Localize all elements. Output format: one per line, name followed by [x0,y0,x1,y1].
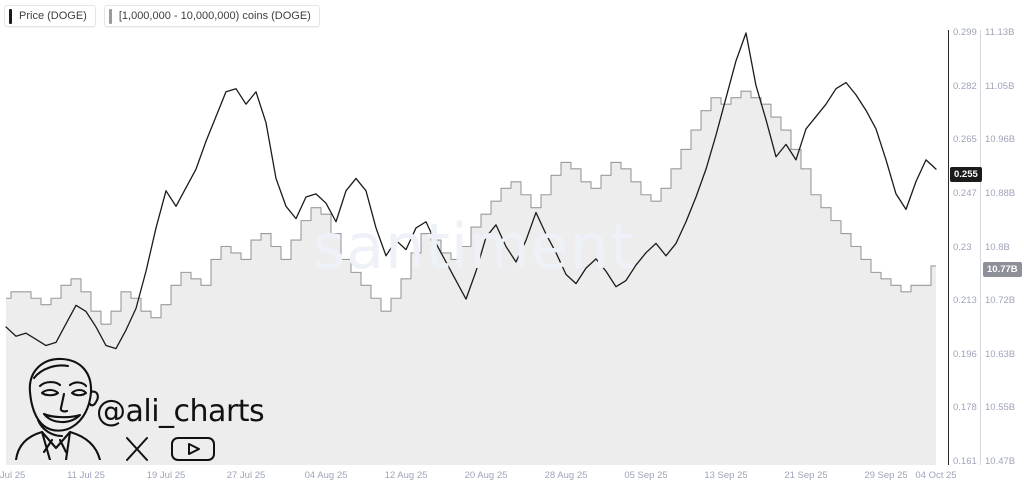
price-tick-6: 0.196 [953,348,977,360]
x-tick-10: 21 Sep 25 [784,470,828,481]
legend-label-price: Price (DOGE) [19,10,87,22]
x-tick-2: 19 Jul 25 [146,470,186,481]
legend-swatch-supply [108,8,112,24]
supply-tick-7: 10.55B [985,402,1016,414]
handle-text: @ali_charts [96,394,265,429]
x-tick-5: 12 Aug 25 [384,470,428,481]
x-tick-0: 03 Jul 25 [0,470,26,481]
supply-value-badge: 10.77B [983,262,1022,277]
x-tick-6: 20 Aug 25 [464,470,508,481]
supply-tick-6: 10.63B [985,348,1016,360]
x-logo-icon[interactable] [122,434,152,469]
legend-label-supply: [1,000,000 - 10,000,000) coins (DOGE) [118,10,311,22]
supply-tick-2: 10.96B [985,134,1016,146]
price-tick-4: 0.23 [953,241,972,253]
price-tick-5: 0.213 [953,295,977,307]
supply-tick-5: 10.72B [985,295,1016,307]
supply-tick-3: 10.88B [985,187,1016,199]
price-tick-1: 0.282 [953,80,977,92]
x-axis-ticks: 03 Jul 25 11 Jul 25 19 Jul 25 27 Jul 25 04 A… [0,466,1024,487]
supply-tick-0: 11.13B [985,27,1015,38]
legend-item-supply[interactable]: [1,000,000 - 10,000,000) coins (DOGE) [103,5,320,27]
supply-tick-8: 10.47B [985,456,1016,467]
x-tick-3: 27 Jul 25 [226,470,266,481]
price-axis-line [948,30,949,465]
legend-item-price[interactable]: Price (DOGE) [4,5,96,27]
x-tick-4: 04 Aug 25 [304,470,348,481]
price-tick-0: 0.299 [953,27,977,38]
supply-tick-4: 10.8B [985,241,1010,253]
youtube-icon[interactable] [170,434,216,469]
x-tick-8: 05 Sep 25 [624,470,668,481]
price-tick-2: 0.265 [953,134,977,146]
chart-legend: Price (DOGE) [1,000,000 - 10,000,000) co… [4,5,320,27]
chart-canvas [5,32,937,465]
price-tick-8: 0.161 [953,456,977,467]
price-line-series [5,32,937,350]
x-tick-1: 11 Jul 25 [67,470,105,481]
x-tick-12: 04 Oct 25 [915,470,957,481]
supply-area-series [6,91,936,465]
x-tick-7: 28 Aug 25 [544,470,588,481]
supply-tick-1: 11.05B [985,80,1015,92]
social-icons [122,434,216,469]
x-tick-9: 13 Sep 25 [704,470,748,481]
price-tick-3: 0.247 [953,187,977,199]
x-tick-11: 29 Sep 25 [864,470,908,481]
supply-line-series [6,90,936,325]
legend-swatch-price [9,8,12,24]
supply-axis-line [980,30,981,465]
price-value-badge: 0.255 [950,167,982,182]
price-tick-7: 0.178 [953,402,977,414]
